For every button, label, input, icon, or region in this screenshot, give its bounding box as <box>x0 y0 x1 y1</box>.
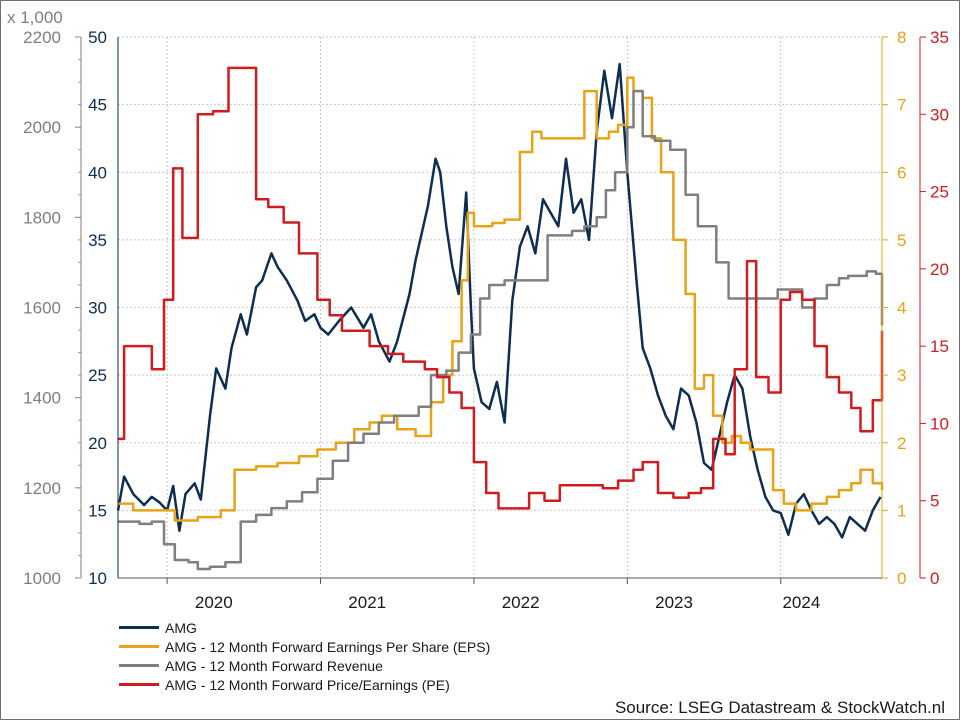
price-tick-label: 20 <box>88 434 107 453</box>
x-tick-label: 2021 <box>348 593 386 612</box>
revenue-tick-label: 1600 <box>23 299 61 318</box>
legend-label-eps: AMG - 12 Month Forward Earnings Per Shar… <box>165 638 491 655</box>
series-layer <box>116 62 884 571</box>
legend-label-amg: AMG <box>165 619 197 636</box>
price-tick-label: 25 <box>88 366 107 385</box>
legend-item-amg: AMG <box>119 618 490 637</box>
price-tick-label: 15 <box>88 501 107 520</box>
pe-tick-label: 15 <box>930 337 949 356</box>
legend-item-pe: AMG - 12 Month Forward Price/Earnings (P… <box>119 675 490 694</box>
legend-item-revenue: AMG - 12 Month Forward Revenue <box>119 656 490 675</box>
series-line-2 <box>118 89 884 571</box>
x-tick-label: 2020 <box>195 593 233 612</box>
eps-tick-label: 7 <box>897 96 906 115</box>
eps-tick-label: 2 <box>897 434 906 453</box>
x-tick-label: 2024 <box>782 593 820 612</box>
legend: AMG AMG - 12 Month Forward Earnings Per … <box>119 618 490 694</box>
pe-tick-label: 30 <box>930 105 949 124</box>
pe-tick-label: 35 <box>930 28 949 47</box>
revenue-tick-label: 2200 <box>23 28 61 47</box>
eps-tick-label: 3 <box>897 366 906 385</box>
legend-label-revenue: AMG - 12 Month Forward Revenue <box>165 657 383 674</box>
source-note: Source: LSEG Datastream & StockWatch.nl <box>614 698 945 717</box>
revenue-tick-label: 1800 <box>23 208 61 227</box>
eps-tick-label: 6 <box>897 163 906 182</box>
price-tick-label: 30 <box>88 299 107 318</box>
legend-label-pe: AMG - 12 Month Forward Price/Earnings (P… <box>165 676 450 693</box>
legend-swatch-amg <box>119 626 159 629</box>
revenue-tick-label: 1200 <box>23 479 61 498</box>
pe-tick-label: 5 <box>930 492 939 511</box>
series-line-0 <box>116 62 882 539</box>
series-line-1 <box>118 76 884 522</box>
pe-tick-label: 0 <box>930 569 939 588</box>
x-tick-label: 2022 <box>502 593 540 612</box>
price-tick-label: 50 <box>88 28 107 47</box>
eps-tick-label: 1 <box>897 501 906 520</box>
x-tick-label: 2023 <box>655 593 693 612</box>
eps-tick-label: 5 <box>897 231 906 250</box>
eps-tick-label: 8 <box>897 28 906 47</box>
legend-swatch-pe <box>119 683 159 686</box>
price-tick-label: 45 <box>88 96 107 115</box>
legend-swatch-revenue <box>119 664 159 667</box>
pe-tick-label: 25 <box>930 183 949 202</box>
revenue-axis-unit: x 1,000 <box>7 8 63 27</box>
revenue-tick-label: 2000 <box>23 118 61 137</box>
legend-swatch-eps <box>119 645 159 648</box>
eps-tick-label: 0 <box>897 569 906 588</box>
series-line-3 <box>118 66 884 510</box>
revenue-tick-label: 1000 <box>23 569 61 588</box>
pe-tick-label: 10 <box>930 414 949 433</box>
price-tick-label: 35 <box>88 231 107 250</box>
revenue-tick-label: 1400 <box>23 389 61 408</box>
price-tick-label: 40 <box>88 163 107 182</box>
price-tick-label: 10 <box>88 569 107 588</box>
pe-tick-label: 20 <box>930 260 949 279</box>
legend-item-eps: AMG - 12 Month Forward Earnings Per Shar… <box>119 637 490 656</box>
eps-tick-label: 4 <box>897 299 906 318</box>
